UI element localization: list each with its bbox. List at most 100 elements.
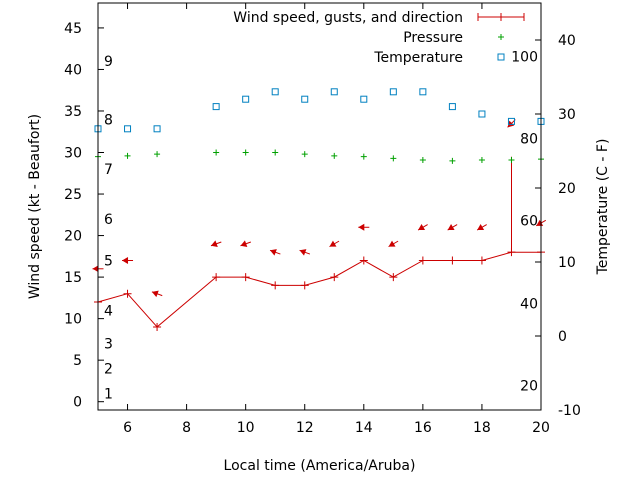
temperature-point [242,95,250,103]
pressure-point [154,151,161,158]
wind-direction-arrow [388,240,399,248]
wind-speed-point [418,256,427,265]
y2-tick-label: 40 [558,33,576,49]
wind-direction-arrow [122,256,134,264]
beaufort-label: 4 [104,303,113,319]
pressure-point [213,149,220,156]
y2-tick-label: 20 [558,181,576,197]
legend-entry-wind: Wind speed, gusts, and direction [233,10,525,26]
y-tick-label: 45 [64,21,82,37]
y-tick-label: 15 [64,270,82,286]
wind-speed-point [507,248,516,257]
x-tick-label: 6 [123,420,132,436]
temperature-point [360,95,368,103]
x-tick-label: 12 [296,420,314,436]
pressure-point [508,156,515,163]
x-tick-label: 8 [182,420,191,436]
y-tick-label: 20 [64,229,82,245]
fahrenheit-label: 20 [520,379,538,395]
wind-speed-point [477,256,486,265]
beaufort-label: 8 [104,112,113,128]
wind-speed-point [330,273,339,282]
wind-direction-arrow [358,223,370,231]
temperature-point [153,125,161,133]
x-tick-label: 10 [237,420,255,436]
y2-tick-label: 30 [558,107,576,123]
fahrenheit-label: 80 [520,131,538,147]
temperature-point [301,95,309,103]
legend-label: Wind speed, gusts, and direction [233,10,463,26]
wind-direction-arrow [476,223,487,231]
wind-direction-arrow [151,290,163,298]
y2-tick-label: -10 [558,403,581,419]
y-tick-label: 35 [64,104,82,120]
temperature-point [507,117,515,125]
legend: Wind speed, gusts, and direction Pressure… [233,10,525,66]
legend-temperature-sample [497,53,505,61]
beaufort-label: 7 [104,162,113,178]
wind-direction-arrow [447,223,458,231]
wind-speed-point [271,281,280,290]
series-layer [92,88,547,331]
legend-pressure-sample [498,34,504,40]
x-tick-label: 14 [355,420,373,436]
pressure-point [419,156,426,163]
wind-direction-arrow [417,223,428,231]
temperature-point [212,103,220,111]
pressure-point [301,151,308,158]
wind-speed-point [153,322,162,331]
temperature-point [124,125,132,133]
beaufort-label: 1 [104,386,113,402]
wind-direction-arrow [329,240,340,248]
temperature-point [419,88,427,96]
x-tick-label: 20 [532,420,550,436]
beaufort-label: 2 [104,361,113,377]
wind-speed-point [389,273,398,282]
y-tick-label: 10 [64,312,82,328]
wind-speed-line [97,156,541,328]
fahrenheit-label: 60 [520,214,538,230]
pressure-point [124,152,131,159]
x-axis-label: Local time (America/Aruba) [224,458,416,474]
pressure-point [478,156,485,163]
pressure-point [272,149,279,156]
beaufort-label: 9 [104,54,113,70]
wind-direction-arrow [210,240,222,247]
plot-frame [97,2,542,411]
temperature-point [330,88,338,96]
y2-tick-label: 10 [558,255,576,271]
pressure-point [449,157,456,164]
legend-entry-temperature: Temperature [373,50,505,66]
pressure-point [390,155,397,162]
wind-speed-point [123,289,132,298]
temperature-point [448,103,456,111]
axis-layer: 6 8 10 12 14 16 18 20051015202530354045-1001020… [64,3,581,436]
temperature-point [478,110,486,118]
y-tick-label: 25 [64,187,82,203]
legend-label: Pressure [403,30,463,46]
legend-entry-pressure: Pressure [403,30,504,46]
temperature-point [389,88,397,96]
wind-speed-point [448,256,457,265]
temperature-point [271,88,279,96]
y-axis-label: Wind speed (kt - Beaufort) [27,114,43,299]
pressure-point [331,152,338,159]
wind-direction-arrow [240,240,252,247]
wind-direction-arrow [299,249,311,256]
x-tick-label: 18 [473,420,491,436]
wind-speed-point [359,256,368,265]
wind-speed-point [212,273,221,282]
y-tick-label: 5 [73,353,82,369]
beaufort-label: 5 [104,253,113,269]
y-tick-label: 30 [64,146,82,162]
beaufort-label: 3 [104,337,113,353]
legend-wind-sample [477,13,525,21]
beaufort-label: 6 [104,212,113,228]
wind-speed-point [300,281,309,290]
fahrenheit-label: 100 [511,49,538,65]
y-tick-label: 0 [73,395,82,411]
y2-tick-label: 0 [558,329,567,345]
pressure-point [360,153,367,160]
pressure-point [242,149,249,156]
